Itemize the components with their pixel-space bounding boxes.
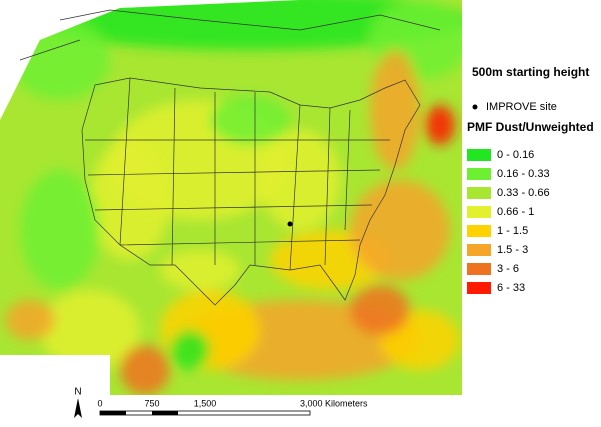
legend-swatch (467, 225, 491, 237)
scale-label: 750 (144, 398, 159, 408)
legend-label: 6 - 33 (497, 282, 525, 294)
legend-swatch (467, 168, 491, 180)
scale-segment (152, 411, 178, 415)
marker-label: IMPROVE site (486, 101, 557, 113)
scale-label: 3,000 Kilometers (300, 398, 368, 408)
scale-label: 1,500 (194, 398, 217, 408)
improve-site-marker (287, 221, 293, 227)
boundaries (19, 9, 441, 306)
legend-title: PMF Dust/Unweighted (467, 120, 594, 134)
map-title: 500m starting height (472, 65, 589, 79)
surface-blob (160, 250, 240, 290)
legend-label: 1 - 1.5 (497, 225, 528, 237)
north-arrow: N (74, 387, 82, 418)
legend-swatch (467, 149, 491, 161)
surface-blob (120, 345, 170, 395)
legend-label: 0 - 0.16 (497, 149, 534, 161)
legend-label: 0.33 - 0.66 (497, 187, 550, 199)
legend-swatch (467, 244, 491, 256)
surface-blob (90, 140, 170, 260)
surface-blob (40, 290, 140, 370)
surface-blob (350, 180, 450, 280)
legend-label: 1.5 - 3 (497, 244, 528, 256)
scale-bar: 0 750 1,500 3,000 Kilometers (97, 398, 368, 416)
surface-blob (350, 285, 410, 335)
surface-blob (425, 105, 455, 145)
legend-swatch (467, 263, 491, 275)
legend-label: 3 - 6 (497, 263, 519, 275)
north-arrow-shape (74, 398, 82, 418)
legend-swatch (467, 282, 491, 294)
surface-blob (210, 95, 290, 145)
surface-blob (260, 130, 340, 230)
surface-blob (370, 50, 420, 170)
surface-blob (20, 170, 100, 290)
legend-swatch (467, 206, 491, 218)
legend: 0 - 0.16 0.16 - 0.33 0.33 - 0.66 0.66 - 1 1 … (467, 149, 550, 294)
legend-label: 0.66 - 1 (497, 206, 534, 218)
nodata-area (0, 355, 110, 395)
legend-label: 0.16 - 0.33 (497, 168, 550, 180)
legend-swatch (467, 187, 491, 199)
surface-blob (170, 330, 210, 370)
scale-segment (100, 411, 126, 415)
scale-bar-rect (99, 410, 311, 416)
surface-blob (5, 300, 55, 340)
scale-label: 0 (97, 398, 102, 408)
legend-marker (472, 104, 478, 110)
north-label: N (74, 387, 81, 398)
surface-blob (10, 20, 110, 100)
concentration-surface (0, 0, 462, 395)
